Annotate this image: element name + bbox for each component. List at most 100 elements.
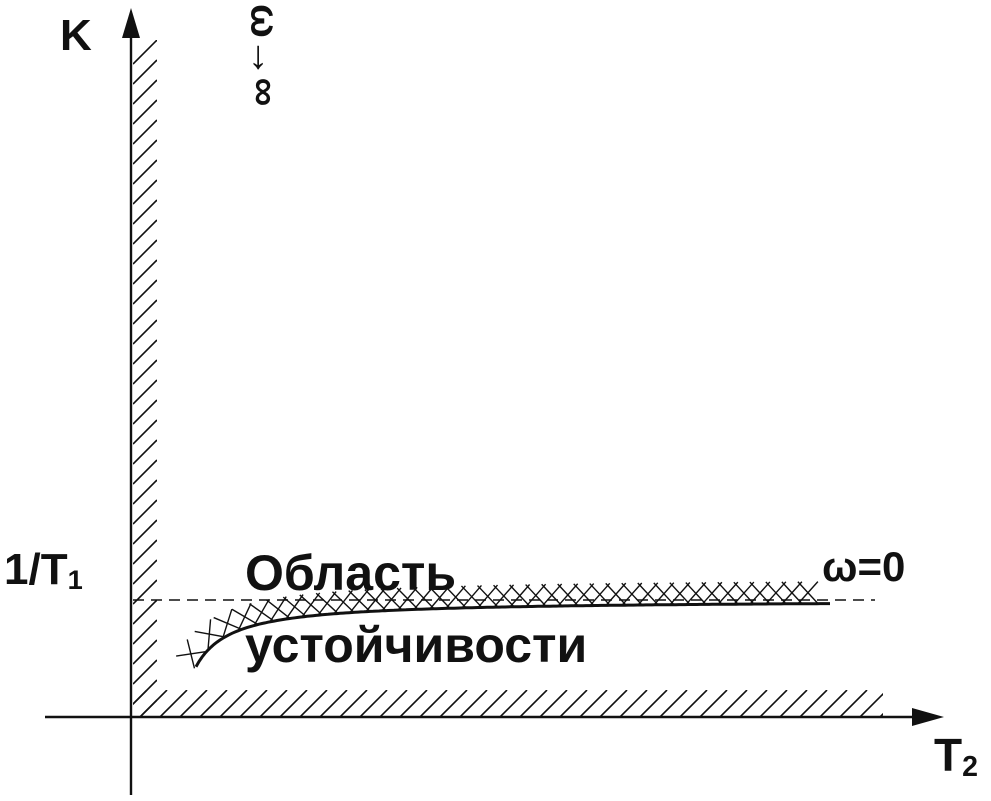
hatch-stroke <box>412 586 435 610</box>
hatch-stroke <box>541 583 563 607</box>
hatch-stroke <box>819 690 848 717</box>
hatch-stroke <box>460 585 483 608</box>
y-axis-label: K <box>60 11 92 60</box>
hatch-stroke <box>159 690 188 717</box>
hatch-stroke <box>133 99 157 125</box>
hatch-stroke <box>133 179 157 205</box>
hatch-stroke <box>133 659 157 685</box>
hatch-stroke <box>699 690 728 717</box>
hatch-stroke <box>133 599 157 625</box>
hatch-stroke <box>839 690 868 717</box>
hatch-stroke <box>781 581 803 605</box>
hatch-stroke <box>573 583 595 607</box>
hatch-stroke <box>133 459 157 485</box>
hatch-stroke <box>479 690 508 717</box>
hatch-stroke <box>133 319 157 345</box>
hatch-stroke <box>133 639 157 665</box>
hatch-stroke <box>133 419 157 445</box>
hatch-stroke <box>259 690 288 717</box>
hatch-stroke <box>315 592 339 614</box>
hatch-stroke <box>428 586 451 609</box>
hatch-stroke <box>133 559 157 585</box>
hatch-stroke <box>133 720 157 744</box>
hatch-stroke <box>133 119 157 145</box>
hatch-stroke <box>299 594 323 616</box>
hatch-stroke <box>525 584 547 607</box>
hatch-stroke <box>279 690 308 717</box>
y-axis-arrow <box>122 8 140 38</box>
hatch-stroke <box>299 690 328 717</box>
bottom-boundary-hatching <box>133 690 883 717</box>
stability-boundary-curve <box>194 602 830 668</box>
hatch-stroke <box>231 608 258 625</box>
y-marker-label-subscript: 1 <box>67 563 83 595</box>
x-axis-label-base: T <box>934 729 963 781</box>
hatch-stroke <box>133 359 157 385</box>
hatch-stroke <box>653 582 675 606</box>
hatch-stroke <box>379 690 408 717</box>
hatch-stroke <box>133 239 157 265</box>
y-marker-label: 1/T1 <box>4 545 83 595</box>
y-marker-label-base: 1/T <box>4 545 68 594</box>
hatch-stroke <box>133 199 157 225</box>
region-label-line1: Область <box>245 545 457 601</box>
hatch-stroke <box>133 299 157 325</box>
region-label-line2: устойчивости <box>245 617 588 673</box>
hatch-stroke <box>133 79 157 105</box>
hatch-stroke <box>199 690 228 717</box>
hatch-stroke <box>619 690 648 717</box>
hatch-stroke <box>133 690 148 706</box>
hatch-stroke <box>133 760 157 784</box>
hatch-stroke <box>133 499 157 525</box>
hatch-stroke <box>266 599 291 619</box>
hatch-stroke <box>557 583 579 607</box>
hatch-stroke <box>799 690 828 717</box>
hatch-stroke <box>879 712 883 717</box>
hatch-stroke <box>419 690 448 717</box>
hatch-stroke <box>133 439 157 465</box>
hatch-stroke <box>133 259 157 285</box>
x-axis-arrow <box>912 708 944 726</box>
hatch-stroke <box>621 582 643 606</box>
hatch-stroke <box>219 690 248 717</box>
hatch-stroke <box>133 279 157 305</box>
hatch-stroke <box>133 519 157 545</box>
hatch-stroke <box>719 690 748 717</box>
x-axis-label-subscript: 2 <box>962 751 978 784</box>
hatch-stroke <box>539 690 568 717</box>
hatch-stroke <box>477 585 499 608</box>
hatch-stroke <box>739 690 768 717</box>
hatch-stroke <box>439 690 468 717</box>
hatch-stroke <box>133 479 157 505</box>
hatch-stroke <box>213 616 242 630</box>
hatch-stroke <box>759 690 788 717</box>
hatch-stroke <box>179 690 208 717</box>
hatch-stroke <box>133 399 157 425</box>
hatch-stroke <box>396 587 419 610</box>
hatch-stroke <box>779 690 808 717</box>
hatch-stroke <box>859 692 883 717</box>
hatch-stroke <box>133 379 157 405</box>
hatch-stroke <box>399 690 428 717</box>
hatch-stroke <box>797 581 819 605</box>
hatch-stroke <box>559 690 588 717</box>
hatch-stroke <box>133 40 157 65</box>
hatch-stroke <box>493 584 515 608</box>
hatch-stroke <box>133 619 157 645</box>
curve-end-label: ω=0 <box>822 543 906 590</box>
hatch-stroke <box>133 59 157 85</box>
hatch-stroke <box>133 539 157 565</box>
hatch-stroke <box>133 740 157 764</box>
left-boundary-hatching <box>133 40 157 784</box>
curve-hatching <box>176 581 819 669</box>
hatch-stroke <box>176 650 206 657</box>
hatch-stroke <box>249 603 275 622</box>
hatch-stroke <box>509 584 531 607</box>
svg-text:ω→∞: ω→∞ <box>242 4 286 106</box>
hatch-stroke <box>605 582 627 606</box>
hatch-stroke <box>459 690 488 717</box>
hatch-stroke <box>139 690 168 717</box>
hatch-stroke <box>599 690 628 717</box>
omega-infinity-label: ω→∞ <box>242 4 286 106</box>
